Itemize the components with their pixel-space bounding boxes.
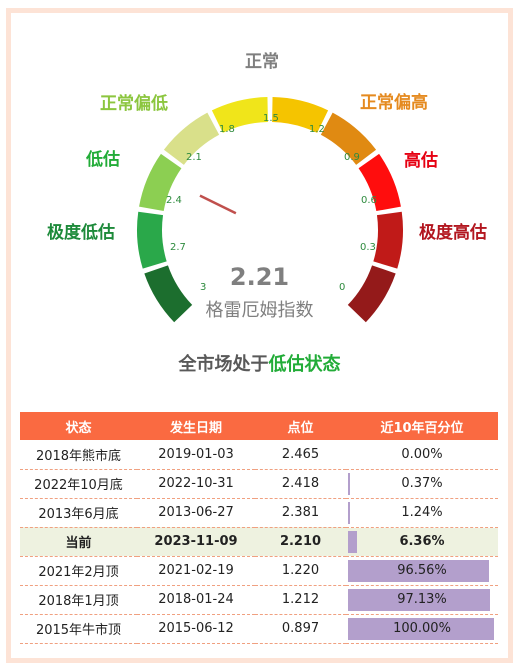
- zone-label-extreme-low: 极度低估: [47, 223, 115, 243]
- tick-label: 2.7: [170, 242, 186, 253]
- tick-label: 0.9: [344, 152, 360, 163]
- gauge-segment-high: [358, 153, 401, 212]
- gauge-segment-normal-high: [320, 112, 377, 165]
- zone-label-high: 高估: [404, 151, 438, 171]
- gauge-segment-low-b: [139, 153, 182, 212]
- gauge-segment-normal-low: [163, 112, 220, 165]
- cell-point: 0.897: [255, 614, 346, 644]
- cell-date: 2019-01-03: [137, 440, 255, 470]
- tick-label: 1.5: [263, 113, 279, 124]
- cell-point: 1.212: [255, 585, 346, 615]
- table-header-row: 状态 发生日期 点位 近10年百分位: [20, 412, 498, 440]
- percentile-value: 1.24%: [401, 505, 443, 520]
- gauge-segment-low-a: [137, 211, 167, 269]
- percentile-bar: [348, 559, 489, 582]
- percentile-value: 0.37%: [401, 476, 443, 491]
- history-table: 状态 发生日期 点位 近10年百分位 2018年熊市底 2019-01-03 2.4…: [20, 412, 498, 644]
- gauge-segment-extreme-high-b: [347, 265, 396, 323]
- cell-percentile: 100.00%: [346, 614, 498, 644]
- percentile-value: 96.56%: [397, 563, 447, 578]
- tick-label: 0: [339, 282, 346, 293]
- percentile-value: 100.00%: [393, 621, 451, 636]
- cell-state: 2018年熊市底: [20, 440, 137, 470]
- cell-percentile: 6.36%: [346, 527, 498, 557]
- table-row: 2013年6月底 2013-06-27 2.381 1.24%: [20, 498, 498, 528]
- tick-label: 1.8: [219, 124, 235, 135]
- gauge-segment-normal-b: [272, 97, 329, 133]
- table-row: 2015年牛市顶 2015-06-12 0.897 100.00%: [20, 614, 498, 644]
- zone-label-normal: 正常: [245, 52, 279, 72]
- tick-label: 0.6: [361, 195, 377, 206]
- cell-percentile: 96.56%: [346, 556, 498, 586]
- cell-percentile: 1.24%: [346, 498, 498, 528]
- tick-label: 0.3: [360, 242, 376, 253]
- cell-date: 2021-02-19: [137, 556, 255, 586]
- cell-point: 2.465: [255, 440, 346, 470]
- zone-label-normal-high: 正常偏高: [360, 93, 428, 113]
- gauge-caption: 格雷厄姆指数: [205, 300, 314, 321]
- headline-highlight: 低估状态: [268, 354, 341, 375]
- cell-point: 2.210: [255, 527, 346, 557]
- cell-percentile: 0.37%: [346, 469, 498, 499]
- cell-date: 2023-11-09: [137, 527, 255, 557]
- zone-label-normal-low: 正常偏低: [100, 94, 168, 114]
- column-header-date: 发生日期: [137, 412, 255, 440]
- percentile-bar: [348, 501, 350, 524]
- zone-label-extreme-high: 极度高估: [419, 223, 487, 243]
- percentile-bar: [348, 530, 358, 553]
- table-row: 2018年1月顶 2018-01-24 1.212 97.13%: [20, 585, 498, 615]
- tick-label: 2.4: [166, 195, 182, 206]
- cell-point: 2.418: [255, 469, 346, 499]
- tick-label: 1.2: [309, 124, 325, 135]
- percentile-bar: [348, 588, 490, 611]
- percentile-bar: [348, 472, 350, 495]
- gauge-needle: [199, 194, 237, 215]
- cell-percentile: 0.00%: [346, 440, 498, 470]
- cell-date: 2013-06-27: [137, 498, 255, 528]
- column-header-point: 点位: [255, 412, 346, 440]
- gauge-segment-extreme-low: [144, 265, 193, 323]
- percentile-value: 97.13%: [397, 592, 447, 607]
- table-row: 2022年10月底 2022-10-31 2.418 0.37%: [20, 469, 498, 499]
- percentile-value: 0.00%: [401, 446, 443, 462]
- cell-state: 2015年牛市顶: [20, 614, 137, 644]
- cell-point: 2.381: [255, 498, 346, 528]
- headline-prefix: 全市场处于: [178, 354, 269, 375]
- zone-label-low: 低估: [86, 150, 120, 170]
- table-row: 2021年2月顶 2021-02-19 1.220 96.56%: [20, 556, 498, 586]
- cell-state: 2022年10月底: [20, 469, 137, 499]
- cell-date: 2015-06-12: [137, 614, 255, 644]
- cell-state: 2018年1月顶: [20, 585, 137, 615]
- tick-label: 2.1: [186, 152, 202, 163]
- cell-percentile: 97.13%: [346, 585, 498, 615]
- cell-state: 2013年6月底: [20, 498, 137, 528]
- column-header-percentile: 近10年百分位: [346, 412, 498, 440]
- tick-label: 3: [200, 282, 207, 293]
- table-row: 当前 2023-11-09 2.210 6.36%: [20, 527, 498, 557]
- cell-date: 2022-10-31: [137, 469, 255, 499]
- gauge-segment-normal-a: [211, 97, 268, 133]
- cell-state: 当前: [20, 527, 137, 557]
- gauge-segment-extreme-high-a: [373, 211, 403, 269]
- table-row: 2018年熊市底 2019-01-03 2.465 0.00%: [20, 440, 498, 470]
- gauge: [137, 97, 403, 323]
- column-header-state: 状态: [20, 412, 137, 440]
- market-status-headline: 全市场处于低估状态: [0, 350, 519, 376]
- percentile-value: 6.36%: [399, 534, 445, 549]
- cell-point: 1.220: [255, 556, 346, 586]
- cell-date: 2018-01-24: [137, 585, 255, 615]
- gauge-value: 2.21: [229, 263, 290, 291]
- cell-state: 2021年2月顶: [20, 556, 137, 586]
- percentile-bar: [348, 617, 494, 640]
